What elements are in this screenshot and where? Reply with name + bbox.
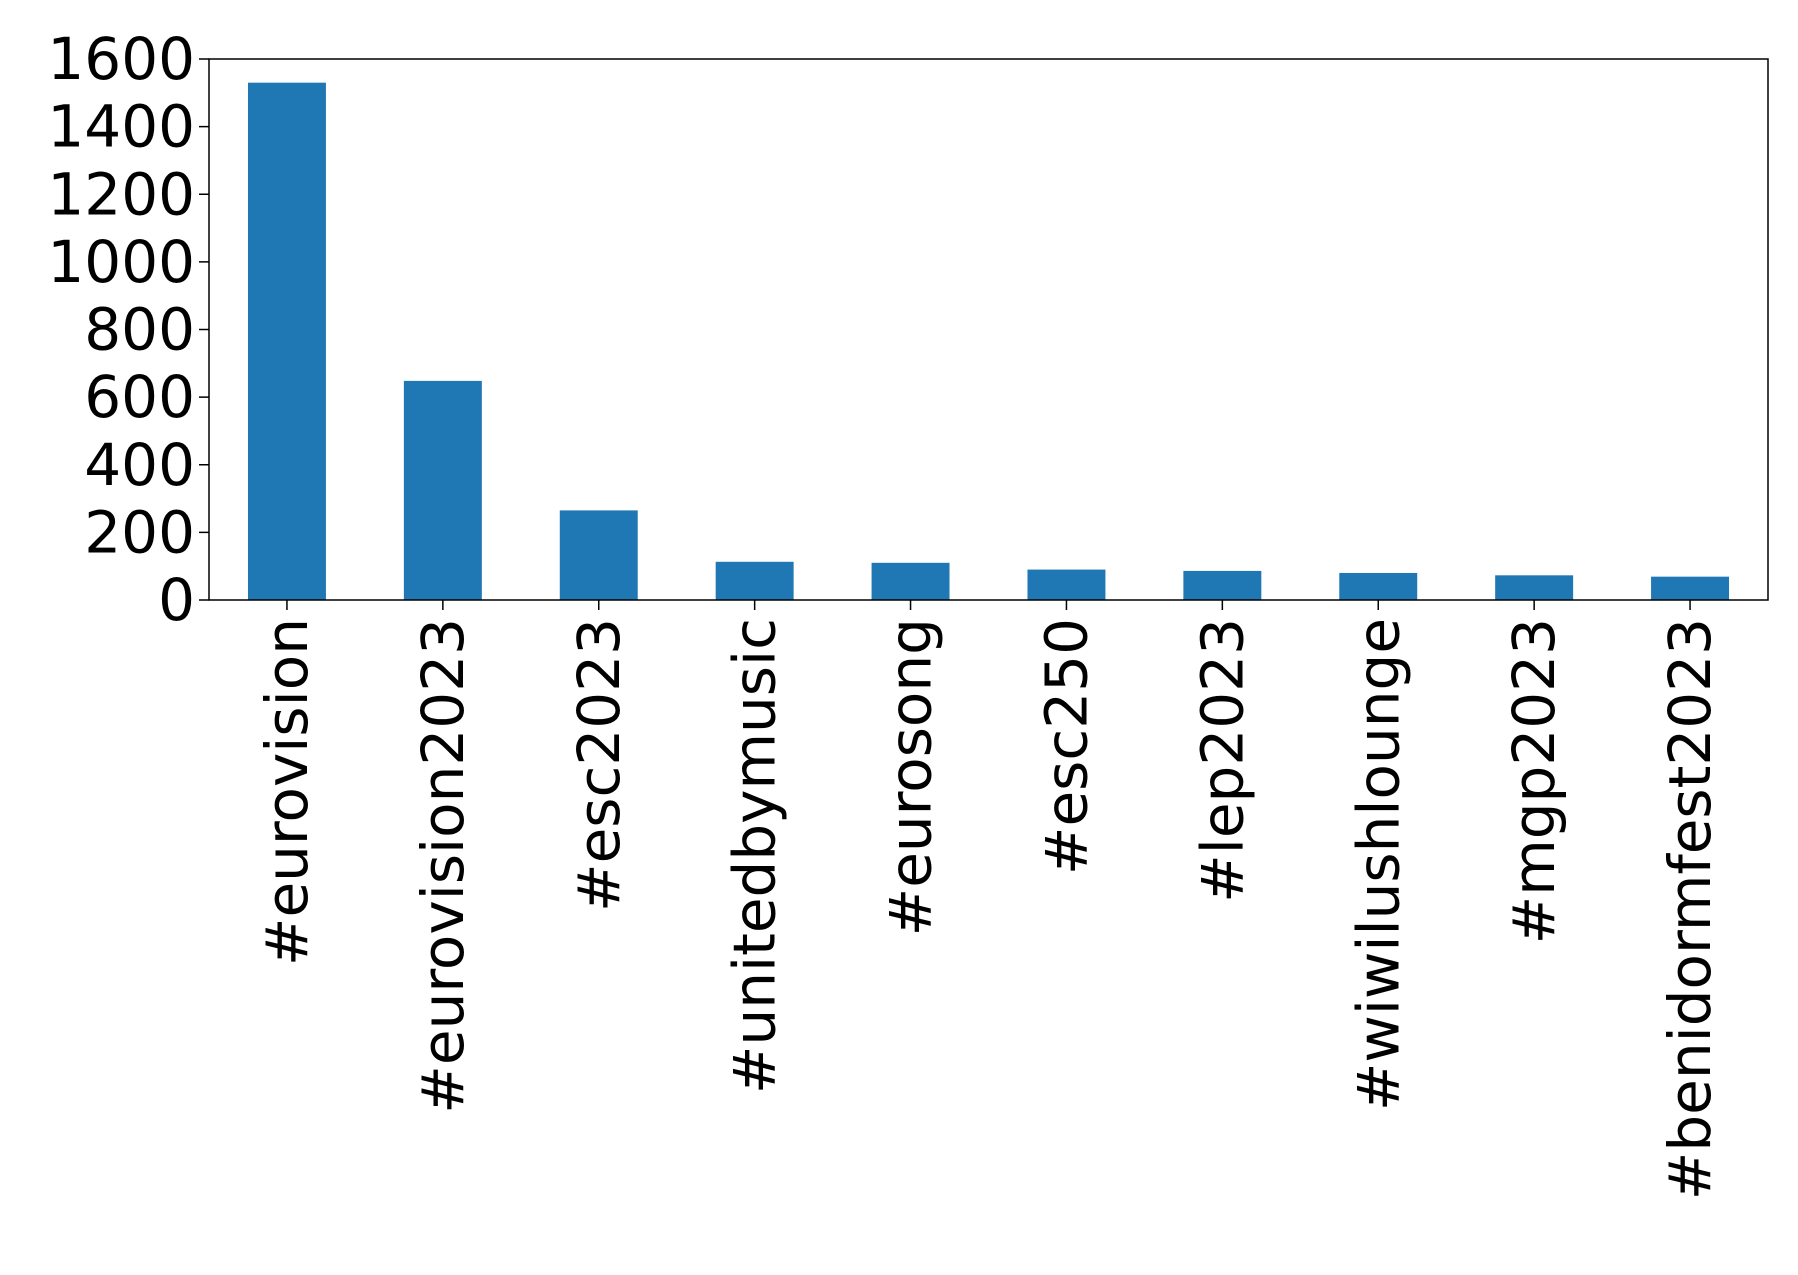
bars-layer <box>247 82 1730 600</box>
bar-wiwilushlounge <box>1339 572 1418 600</box>
y-tick-label: 600 <box>84 363 195 431</box>
y-tick-label: 1600 <box>47 25 195 93</box>
x-tick-label: #lep2023 <box>1188 618 1256 903</box>
bar-eurovision <box>247 82 326 600</box>
y-tick-label: 1400 <box>47 93 195 161</box>
x-tick-label: #eurovision <box>253 618 321 966</box>
x-tick-label: #wiwilushlounge <box>1344 618 1412 1111</box>
bar-esc250 <box>1027 569 1106 600</box>
bar-esc2023 <box>559 510 638 600</box>
bar-mgp2023 <box>1495 575 1574 600</box>
bar-benidormfest2023 <box>1651 576 1730 600</box>
x-tick-label: #esc250 <box>1032 618 1100 875</box>
bar-lep2023 <box>1183 570 1262 600</box>
x-tick-label: #mgp2023 <box>1500 618 1568 944</box>
x-axis: #eurovision #eurovision2023 #esc2023 #unite… <box>253 600 1724 1200</box>
plot-frame <box>208 58 1769 601</box>
bar-eurosong <box>871 562 950 600</box>
x-tick-label: #esc2023 <box>565 618 633 912</box>
x-tick-label: #eurosong <box>877 618 945 936</box>
y-tick-label: 200 <box>84 498 195 566</box>
y-tick-label: 400 <box>84 431 195 499</box>
y-tick-label: 1000 <box>47 228 195 296</box>
x-tick-label: #unitedbymusic <box>721 618 789 1094</box>
bar-unitedbymusic <box>715 561 794 600</box>
bar-eurovision2023 <box>403 380 482 600</box>
y-tick-label: 0 <box>158 566 195 634</box>
y-tick-label: 1200 <box>47 160 195 228</box>
y-tick-label: 800 <box>84 296 195 364</box>
x-tick-label: #eurovision2023 <box>409 618 477 1114</box>
x-tick-label: #benidormfest2023 <box>1656 618 1724 1200</box>
